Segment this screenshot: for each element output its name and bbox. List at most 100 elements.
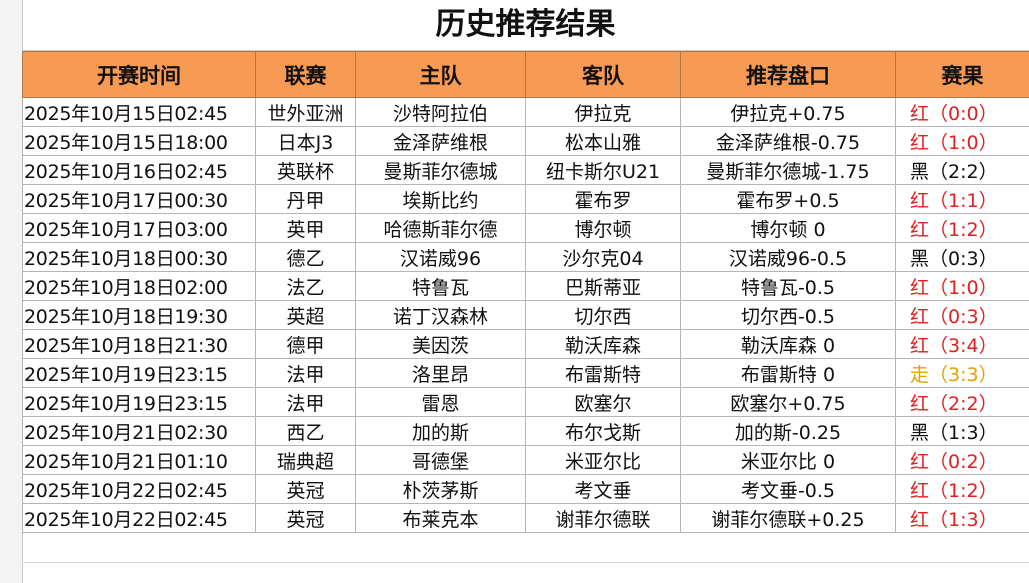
table-cell: 2025年10月21日02:30	[22, 416, 256, 446]
table-row: 2025年10月21日02:30 西乙 加的斯 布尔戈斯 加的斯-0.25 黑（1:3）	[22, 416, 1029, 446]
table-cell: 汉诺威96-0.5	[680, 242, 896, 272]
table-cell: 法甲	[255, 387, 356, 417]
table-cell: 2025年10月21日01:10	[22, 445, 256, 475]
table-row: 2025年10月17日00:30 丹甲 埃斯比约 霍布罗 霍布罗+0.5 红（1:1）	[22, 184, 1029, 214]
table-cell: 切尔西-0.5	[680, 300, 896, 330]
table-cell: 纽卡斯尔U21	[525, 155, 681, 185]
table-cell: 布莱克本	[355, 503, 526, 533]
row-gutter	[0, 0, 23, 583]
table-cell: 英冠	[255, 474, 356, 504]
sheet-title: 历史推荐结果	[22, 0, 1029, 51]
table-cell: 红（1:2）	[895, 213, 1029, 243]
table-row: 2025年10月16日02:45 英联杯 曼斯菲尔德城 纽卡斯尔U21 曼斯菲尔德城-1…	[22, 155, 1029, 185]
table-cell: 2025年10月17日00:30	[22, 184, 256, 214]
table-cell: 伊拉克	[525, 97, 681, 127]
table-cell: 特鲁瓦	[355, 271, 526, 301]
table-cell: 雷恩	[355, 387, 526, 417]
table-cell: 黑（0:3）	[895, 242, 1029, 272]
table-cell: 红（0:3）	[895, 300, 1029, 330]
table-cell: 哈德斯菲尔德	[355, 213, 526, 243]
table-cell: 世外亚洲	[255, 97, 356, 127]
column-header: 开赛时间	[22, 51, 256, 98]
table-cell: 勒沃库森 0	[680, 329, 896, 359]
table-cell: 法乙	[255, 271, 356, 301]
table-cell: 米亚尔比 0	[680, 445, 896, 475]
table-cell: 德乙	[255, 242, 356, 272]
empty-row-line	[22, 562, 1029, 563]
table-cell: 2025年10月19日23:15	[22, 387, 256, 417]
table-cell: 黑（2:2）	[895, 155, 1029, 185]
table-cell: 特鲁瓦-0.5	[680, 271, 896, 301]
table-row: 2025年10月18日21:30 德甲 美因茨 勒沃库森 勒沃库森 0 红（3:4）	[22, 329, 1029, 359]
table-cell: 谢菲尔德联+0.25	[680, 503, 896, 533]
table-cell: 朴茨茅斯	[355, 474, 526, 504]
column-header: 赛果	[895, 51, 1029, 98]
table-cell: 欧塞尔	[525, 387, 681, 417]
table-cell: 美因茨	[355, 329, 526, 359]
table-cell: 加的斯	[355, 416, 526, 446]
table-cell: 霍布罗	[525, 184, 681, 214]
table-row: 2025年10月19日23:15 法甲 雷恩 欧塞尔 欧塞尔+0.75 红（2:2）	[22, 387, 1029, 417]
table-cell: 布尔戈斯	[525, 416, 681, 446]
table-cell: 2025年10月18日00:30	[22, 242, 256, 272]
table-row: 2025年10月19日23:15 法甲 洛里昂 布雷斯特 布雷斯特 0 走（3:3）	[22, 358, 1029, 388]
table-cell: 诺丁汉森林	[355, 300, 526, 330]
header-row: 开赛时间 联赛 主队 客队 推荐盘口 赛果	[22, 51, 1029, 98]
table-cell: 红（3:4）	[895, 329, 1029, 359]
table-cell: 英超	[255, 300, 356, 330]
table-cell: 金泽萨维根	[355, 126, 526, 156]
table-cell: 红（0:2）	[895, 445, 1029, 475]
table-cell: 英甲	[255, 213, 356, 243]
table-cell: 伊拉克+0.75	[680, 97, 896, 127]
column-header: 主队	[355, 51, 526, 98]
table-cell: 切尔西	[525, 300, 681, 330]
table-cell: 丹甲	[255, 184, 356, 214]
table-cell: 英冠	[255, 503, 356, 533]
table-cell: 2025年10月19日23:15	[22, 358, 256, 388]
table-cell: 巴斯蒂亚	[525, 271, 681, 301]
table-cell: 霍布罗+0.5	[680, 184, 896, 214]
table-cell: 沙特阿拉伯	[355, 97, 526, 127]
table-cell: 红（0:0）	[895, 97, 1029, 127]
table-cell: 加的斯-0.25	[680, 416, 896, 446]
table-cell: 西乙	[255, 416, 356, 446]
table-cell: 沙尔克04	[525, 242, 681, 272]
table-cell: 考文垂	[525, 474, 681, 504]
table-cell: 曼斯菲尔德城	[355, 155, 526, 185]
table-row: 2025年10月22日02:45 英冠 朴茨茅斯 考文垂 考文垂-0.5 红（1:2）	[22, 474, 1029, 504]
table-cell: 2025年10月22日02:45	[22, 503, 256, 533]
table-cell: 2025年10月18日21:30	[22, 329, 256, 359]
table-cell: 谢菲尔德联	[525, 503, 681, 533]
table-cell: 洛里昂	[355, 358, 526, 388]
table-cell: 2025年10月18日19:30	[22, 300, 256, 330]
table-row: 2025年10月17日03:00 英甲 哈德斯菲尔德 博尔顿 博尔顿 0 红（1:2）	[22, 213, 1029, 243]
table-cell: 红（1:2）	[895, 474, 1029, 504]
table-cell: 2025年10月15日02:45	[22, 97, 256, 127]
table-cell: 法甲	[255, 358, 356, 388]
table-cell: 黑（1:3）	[895, 416, 1029, 446]
table-row: 2025年10月18日00:30 德乙 汉诺威96 沙尔克04 汉诺威96-0.5 黑（0…	[22, 242, 1029, 272]
table-cell: 2025年10月16日02:45	[22, 155, 256, 185]
table-cell: 布雷斯特 0	[680, 358, 896, 388]
table-cell: 勒沃库森	[525, 329, 681, 359]
table-cell: 红（1:0）	[895, 271, 1029, 301]
table-cell: 走（3:3）	[895, 358, 1029, 388]
table-cell: 2025年10月18日02:00	[22, 271, 256, 301]
table-row: 2025年10月18日02:00 法乙 特鲁瓦 巴斯蒂亚 特鲁瓦-0.5 红（1:0）	[22, 271, 1029, 301]
table-row: 2025年10月15日18:00 日本J3 金泽萨维根 松本山雅 金泽萨维根-0.75 红…	[22, 126, 1029, 156]
table-cell: 博尔顿	[525, 213, 681, 243]
table-cell: 松本山雅	[525, 126, 681, 156]
table-cell: 哥德堡	[355, 445, 526, 475]
table-row: 2025年10月21日01:10 瑞典超 哥德堡 米亚尔比 米亚尔比 0 红（0:2）	[22, 445, 1029, 475]
table-cell: 米亚尔比	[525, 445, 681, 475]
table-row: 2025年10月22日02:45 英冠 布莱克本 谢菲尔德联 谢菲尔德联+0.25 红（1…	[22, 503, 1029, 533]
table-cell: 2025年10月17日03:00	[22, 213, 256, 243]
table-cell: 汉诺威96	[355, 242, 526, 272]
column-header: 推荐盘口	[680, 51, 896, 98]
table-cell: 2025年10月22日02:45	[22, 474, 256, 504]
table-cell: 德甲	[255, 329, 356, 359]
table-cell: 红（1:3）	[895, 503, 1029, 533]
table-cell: 瑞典超	[255, 445, 356, 475]
